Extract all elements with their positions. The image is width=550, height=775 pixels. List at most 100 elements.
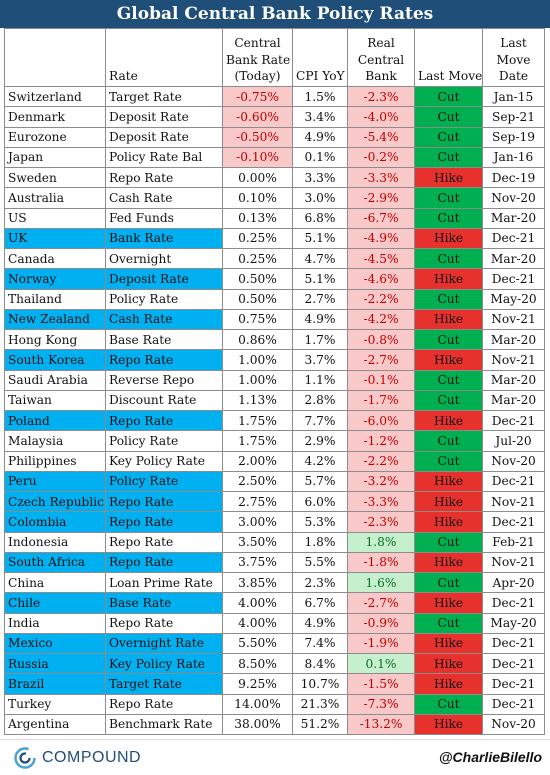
table-row: UK Bank Rate 0.25% 5.1% -4.9% Hike Dec-21	[4, 227, 545, 250]
rate-type-cell: Repo Rate	[105, 693, 223, 715]
last-move-cell: Hike	[414, 409, 483, 432]
last-move-date-cell: Dec-21	[482, 693, 545, 715]
cb-rate-cell: -0.50%	[222, 126, 293, 148]
rate-type-cell: Benchmark Rate	[105, 713, 223, 736]
rate-type-cell: Repo Rate	[105, 551, 223, 574]
page-title: Global Central Bank Policy Rates	[0, 0, 550, 28]
last-move-cell: Cut	[414, 207, 483, 229]
cpi-cell: 5.1%	[292, 268, 348, 290]
last-move-cell: Hike	[414, 349, 483, 371]
rate-type-cell: Repo Rate	[105, 612, 223, 634]
country-cell: Peru	[4, 470, 106, 493]
cpi-cell: 6.8%	[292, 207, 348, 229]
rate-type-cell: Bank Rate	[105, 227, 223, 250]
cpi-cell: 4.2%	[292, 450, 348, 472]
country-cell: Canada	[4, 247, 106, 270]
country-cell: Philippines	[4, 450, 106, 472]
country-cell: South Africa	[4, 551, 106, 574]
last-move-cell: Cut	[414, 146, 483, 169]
real-rate-cell: -0.8%	[347, 328, 415, 351]
compound-logo-icon	[14, 747, 36, 769]
real-rate-cell: -3.2%	[347, 470, 415, 493]
country-cell: Sweden	[4, 166, 106, 189]
last-move-cell: Cut	[414, 450, 483, 472]
country-cell: Indonesia	[4, 531, 106, 553]
last-move-date-cell: Sep-19	[482, 126, 545, 148]
cpi-cell: 1.7%	[292, 328, 348, 351]
cb-rate-cell: 5.50%	[222, 632, 293, 655]
policy-rates-table: Rate Central Bank Rate (Today) CPI YoY Rea…	[4, 28, 545, 736]
cpi-cell: 5.5%	[292, 551, 348, 574]
cpi-cell: 2.9%	[292, 430, 348, 452]
rate-type-cell: Repo Rate	[105, 511, 223, 533]
cb-rate-cell: 0.25%	[222, 247, 293, 270]
real-rate-cell: 1.8%	[347, 531, 415, 553]
rate-type-cell: Target Rate	[105, 673, 223, 695]
last-move-cell: Hike	[414, 268, 483, 290]
country-cell: Denmark	[4, 106, 106, 128]
real-rate-cell: -7.3%	[347, 693, 415, 715]
header-cb-rate: Central Bank Rate (Today)	[222, 28, 293, 87]
real-rate-cell: -1.7%	[347, 389, 415, 412]
table-row: US Fed Funds 0.13% 6.8% -6.7% Cut Mar-20	[4, 207, 545, 229]
rate-type-cell: Key Policy Rate	[105, 652, 223, 675]
cpi-cell: 2.7%	[292, 288, 348, 310]
cb-rate-cell: 0.86%	[222, 328, 293, 351]
country-cell: Argentina	[4, 713, 106, 736]
rate-type-cell: Key Policy Rate	[105, 450, 223, 472]
last-move-cell: Hike	[414, 673, 483, 695]
cpi-cell: 3.3%	[292, 166, 348, 189]
last-move-date-cell: Jan-16	[482, 146, 545, 169]
cb-rate-cell: 1.75%	[222, 409, 293, 432]
real-rate-cell: -1.5%	[347, 673, 415, 695]
real-rate-cell: -6.7%	[347, 207, 415, 229]
table-row: Norway Deposit Rate 0.50% 5.1% -4.6% Hike Dec-…	[4, 268, 545, 290]
cb-rate-cell: 1.00%	[222, 369, 293, 391]
rate-type-cell: Base Rate	[105, 592, 223, 614]
header-cpi: CPI YoY	[292, 28, 348, 87]
cpi-cell: 4.7%	[292, 247, 348, 270]
cb-rate-cell: 1.75%	[222, 430, 293, 452]
table-row: Russia Key Policy Rate 8.50% 8.4% 0.1% Hike De…	[4, 652, 545, 675]
last-move-date-cell: Mar-20	[482, 247, 545, 270]
rate-type-cell: Target Rate	[105, 85, 223, 108]
cpi-cell: 3.0%	[292, 187, 348, 209]
last-move-cell: Hike	[414, 652, 483, 675]
real-rate-cell: -4.2%	[347, 308, 415, 331]
cb-rate-cell: 1.13%	[222, 389, 293, 412]
rate-type-cell: Cash Rate	[105, 187, 223, 209]
cb-rate-cell: 2.75%	[222, 490, 293, 513]
cpi-cell: 5.7%	[292, 470, 348, 493]
real-rate-cell: -4.0%	[347, 106, 415, 128]
cb-rate-cell: -0.75%	[222, 85, 293, 108]
table-row: Eurozone Deposit Rate -0.50% 4.9% -5.4% Cut Se…	[4, 126, 545, 148]
last-move-cell: Cut	[414, 531, 483, 553]
cb-rate-cell: 38.00%	[222, 713, 293, 736]
last-move-date-cell: Dec-21	[482, 592, 545, 614]
last-move-date-cell: Mar-20	[482, 389, 545, 412]
cpi-cell: 2.3%	[292, 571, 348, 594]
last-move-date-cell: Mar-20	[482, 207, 545, 229]
table-row: China Loan Prime Rate 3.85% 2.3% 1.6% Cut Apr-…	[4, 571, 545, 594]
last-move-date-cell: Dec-21	[482, 652, 545, 675]
last-move-cell: Cut	[414, 693, 483, 715]
rate-type-cell: Repo Rate	[105, 531, 223, 553]
real-rate-cell: -2.2%	[347, 288, 415, 310]
cb-rate-cell: 2.00%	[222, 450, 293, 472]
header-country	[4, 28, 106, 87]
real-rate-cell: -2.2%	[347, 450, 415, 472]
real-rate-cell: -0.9%	[347, 612, 415, 634]
table-row: South Africa Repo Rate 3.75% 5.5% -1.8% Hike N…	[4, 551, 545, 574]
last-move-date-cell: Nov-20	[482, 713, 545, 736]
cpi-cell: 4.9%	[292, 126, 348, 148]
last-move-date-cell: Nov-21	[482, 490, 545, 513]
last-move-cell: Hike	[414, 632, 483, 655]
cpi-cell: 4.9%	[292, 308, 348, 331]
table-row: Poland Repo Rate 1.75% 7.7% -6.0% Hike Dec-21	[4, 409, 545, 432]
cb-rate-cell: 9.25%	[222, 673, 293, 695]
last-move-cell: Cut	[414, 430, 483, 452]
cb-rate-cell: -0.10%	[222, 146, 293, 169]
table-row: Brazil Target Rate 9.25% 10.7% -1.5% Hike Dec-…	[4, 673, 545, 695]
country-cell: Taiwan	[4, 389, 106, 412]
table-row: Peru Policy Rate 2.50% 5.7% -3.2% Hike Dec-21	[4, 470, 545, 493]
